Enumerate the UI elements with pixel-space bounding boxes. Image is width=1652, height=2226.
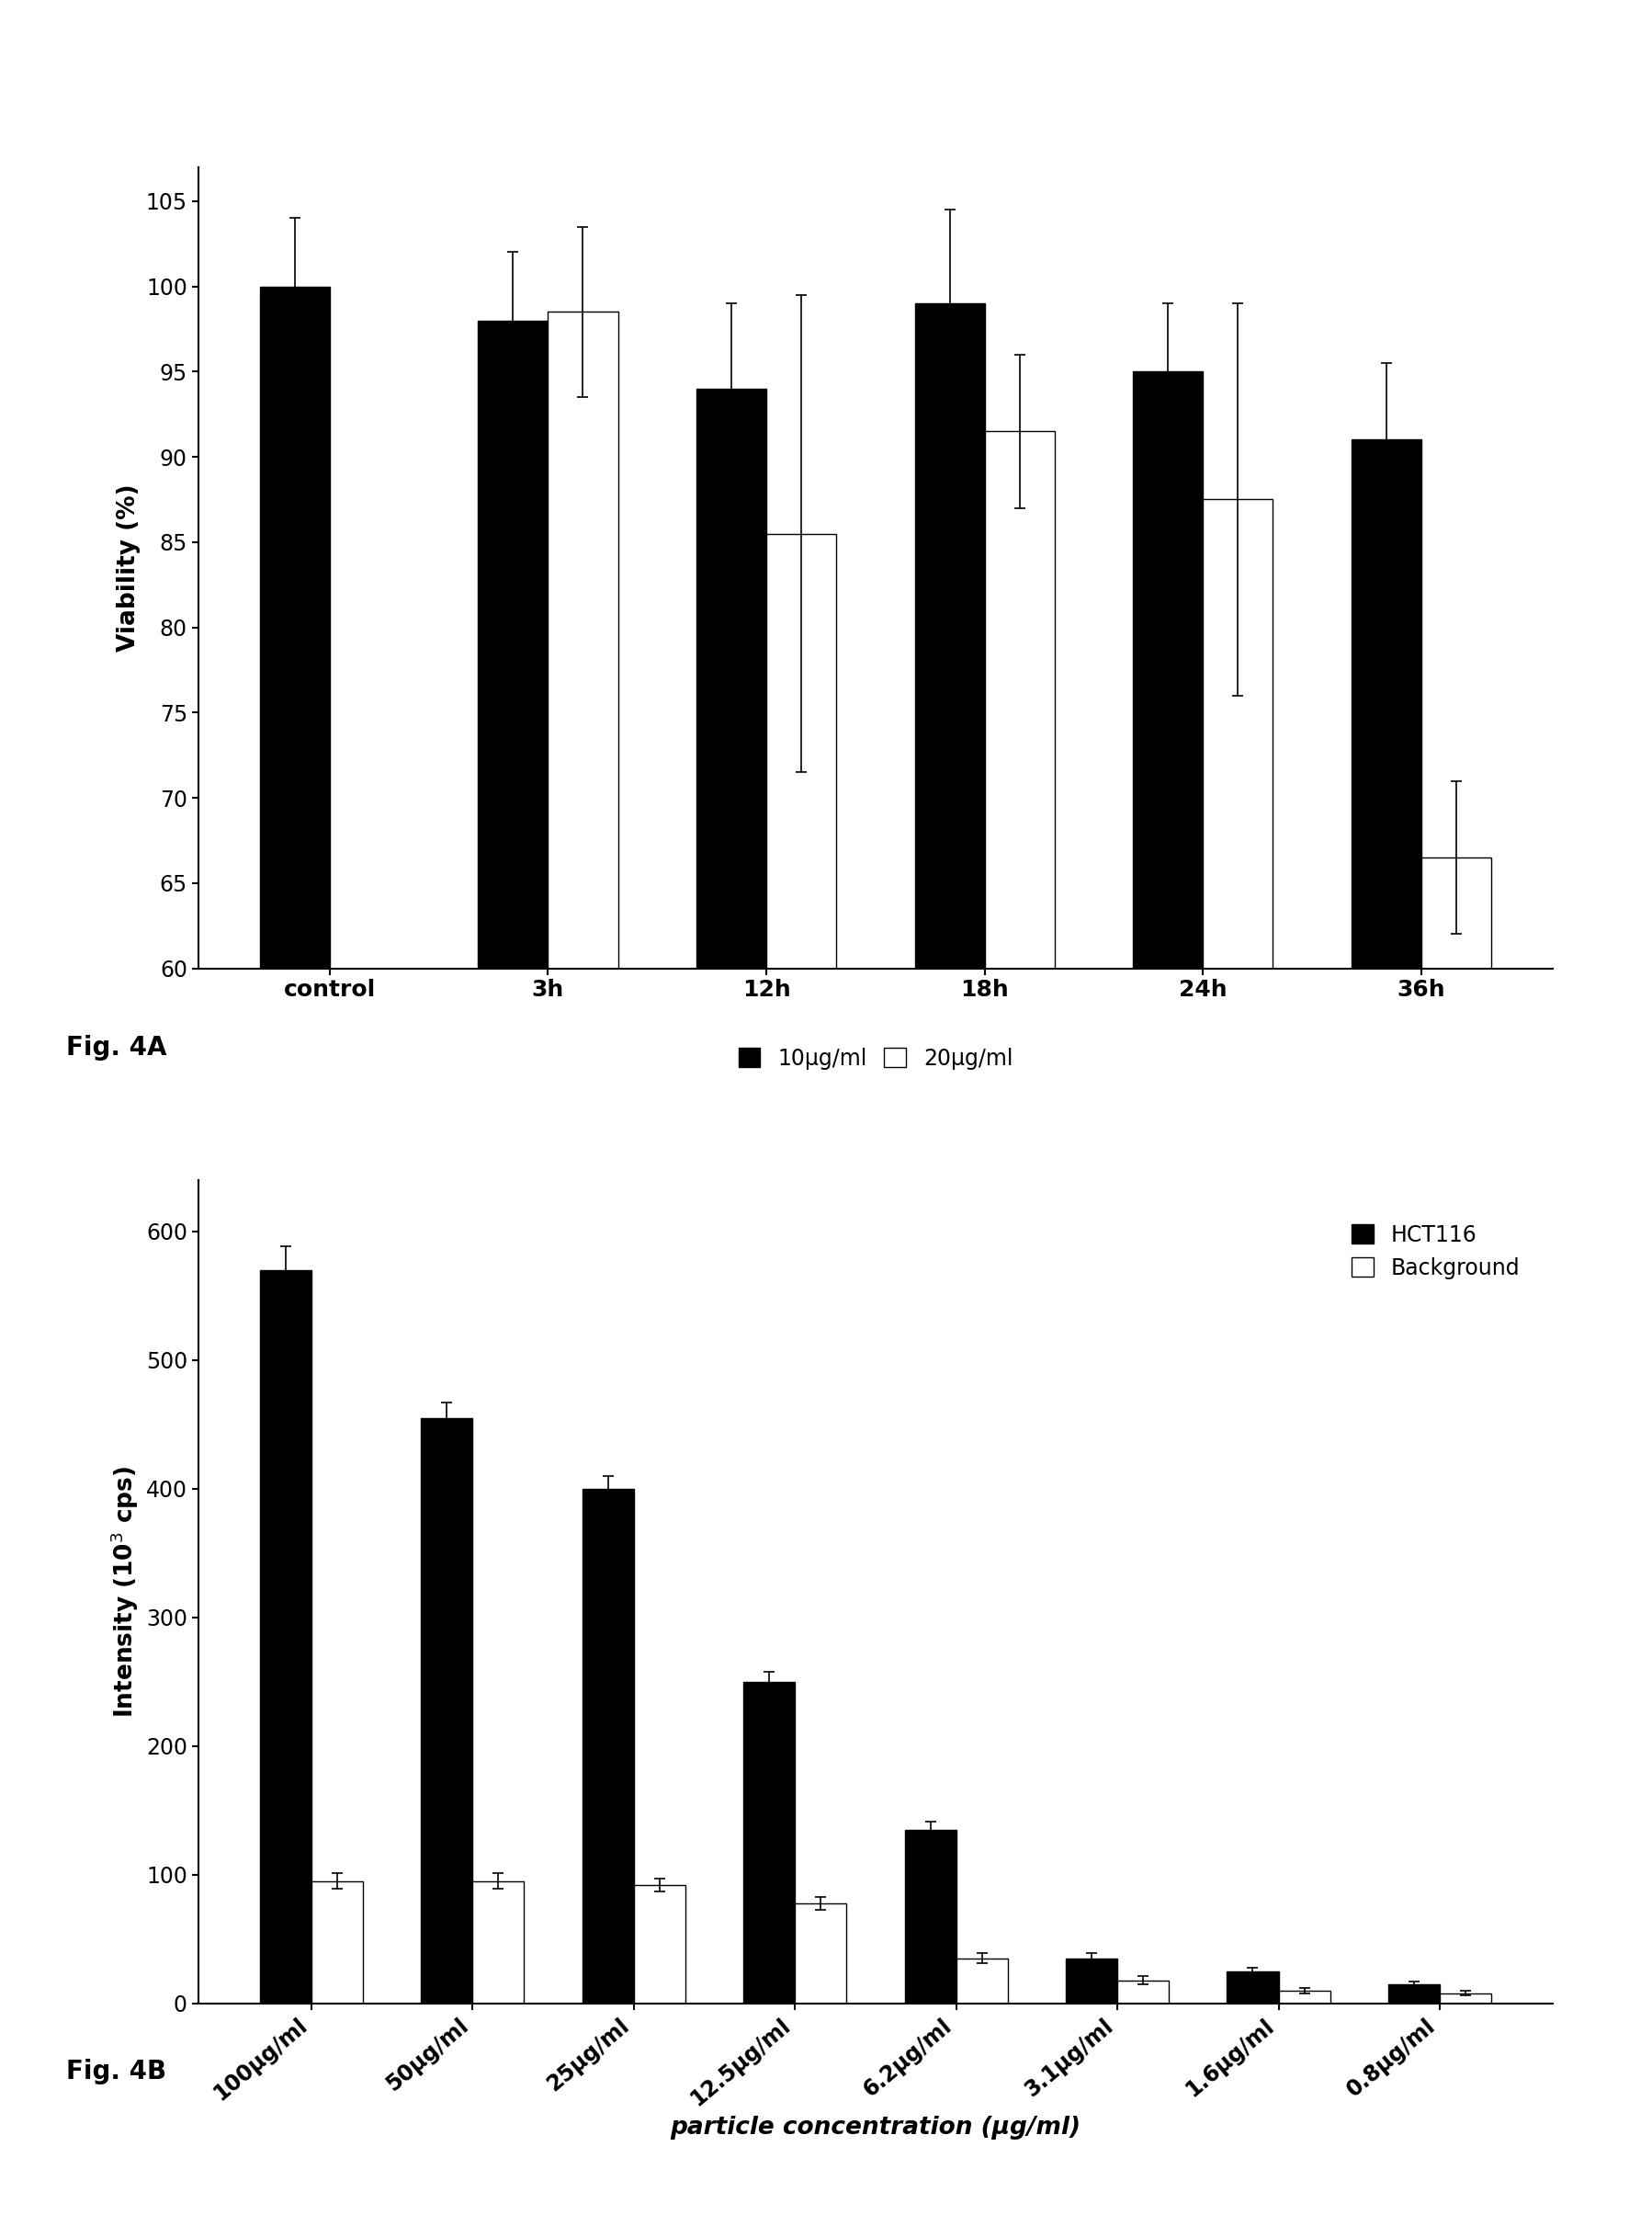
Legend: HCT116, Background: HCT116, Background: [1343, 1215, 1528, 1287]
Y-axis label: Intensity (10$^3$ cps): Intensity (10$^3$ cps): [109, 1465, 140, 1718]
X-axis label: particle concentration (μg/ml): particle concentration (μg/ml): [671, 2115, 1080, 2139]
Bar: [1203, 499, 1274, 1992]
Bar: [1279, 1990, 1330, 2003]
Bar: [259, 287, 330, 1992]
Bar: [905, 1830, 957, 2003]
Bar: [472, 1881, 524, 2003]
Bar: [1117, 1981, 1170, 2003]
Y-axis label: Viability (%): Viability (%): [117, 483, 140, 652]
Bar: [767, 534, 836, 1992]
Bar: [634, 1885, 686, 2003]
Bar: [1351, 441, 1421, 1992]
Bar: [477, 321, 548, 1992]
Bar: [421, 1418, 472, 2003]
Bar: [985, 432, 1054, 1992]
Bar: [957, 1959, 1008, 2003]
Bar: [1441, 1992, 1492, 2003]
Bar: [697, 390, 767, 1992]
Bar: [1421, 857, 1492, 1992]
Bar: [311, 1881, 363, 2003]
Bar: [1227, 1972, 1279, 2003]
Bar: [548, 312, 618, 1992]
Legend: 10μg/ml, 20μg/ml: 10μg/ml, 20μg/ml: [738, 1048, 1013, 1071]
Bar: [915, 303, 985, 1992]
Bar: [582, 1489, 634, 2003]
Text: Fig. 4A: Fig. 4A: [66, 1035, 167, 1062]
Bar: [795, 1903, 846, 2003]
Bar: [259, 1269, 311, 2003]
Text: Fig. 4B: Fig. 4B: [66, 2059, 167, 2086]
Bar: [743, 1681, 795, 2003]
Bar: [1388, 1983, 1441, 2003]
Bar: [1066, 1959, 1117, 2003]
Bar: [1133, 372, 1203, 1992]
